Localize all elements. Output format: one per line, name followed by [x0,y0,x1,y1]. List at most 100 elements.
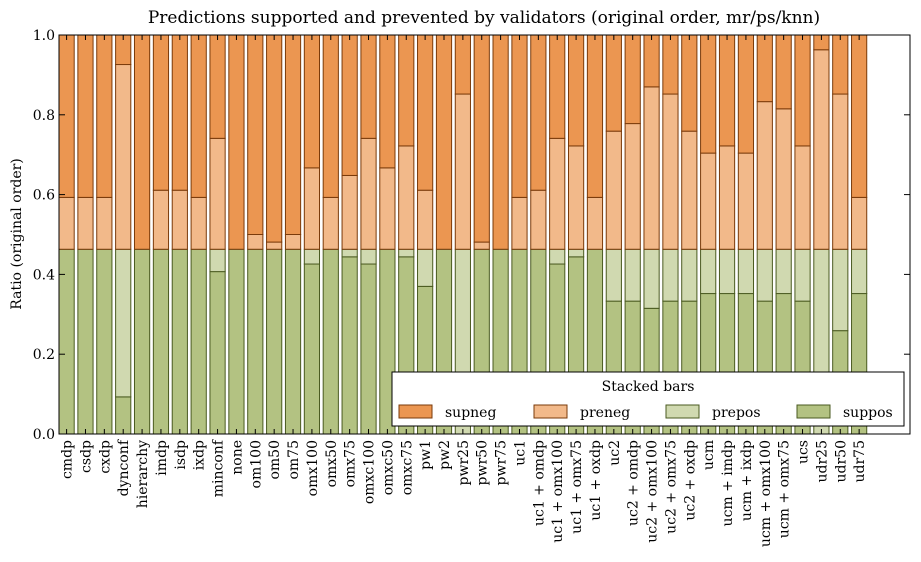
bar-segment-preneg [681,130,698,250]
x-tick-label: udr75 [852,440,868,483]
bar-segment-preneg [775,108,792,250]
bar-segment-prepos [775,248,792,295]
bar-stack [379,34,396,435]
x-tick-label: uc2 [607,440,623,466]
bar-segment-supneg [549,34,566,139]
bar-segment-preneg [247,234,264,250]
bar-segment-preneg [832,93,849,250]
x-tick-label: ucm + omx100 [758,440,774,547]
y-tick-label: 0.0 [33,427,55,443]
bar-segment-prepos [605,248,622,302]
bar-segment-preneg [700,152,717,250]
bar-segment-supneg [454,34,471,95]
bar-segment-prepos [643,248,660,309]
legend-swatch [533,404,568,419]
bar-segment-supneg [662,34,679,95]
legend-swatch [398,404,433,419]
bar-segment-supneg [851,34,868,198]
bar-stack [190,34,207,435]
bar-segment-supneg [473,34,490,243]
bar-segment-prepos [567,248,585,258]
bar-stack [58,34,75,435]
bar-stack [133,34,151,435]
x-tick-label: udr25 [814,440,830,483]
bar-segment-supneg [171,34,188,191]
legend-label: supneg [445,405,496,421]
bar-segment-preneg [322,196,339,250]
bar-segment-suppos [190,248,207,435]
bar-segment-preneg [624,123,641,250]
bar-segment-suppos [247,248,264,435]
bar-segment-supneg [624,34,641,125]
x-tick-label: dynconf [116,438,132,496]
bar-segment-preneg [605,130,622,250]
bar-segment-preneg [794,145,811,250]
legend-title: Stacked bars [602,379,695,395]
bar-segment-preneg [303,167,321,250]
bar-segment-supneg [775,34,792,110]
bar-segment-supneg [266,34,283,243]
x-tick-label: isdp [173,440,189,470]
x-tick-label: omxc50 [380,440,396,495]
bar-segment-preneg [379,167,396,250]
bar-segment-preneg [96,196,113,250]
y-tick-label: 1.0 [33,28,55,44]
bar-segment-suppos [77,248,94,435]
x-tick-label: ucm [701,440,717,470]
y-tick-label: 0.6 [33,188,55,204]
bars-group [58,34,868,435]
bar-stack [96,34,113,435]
bar-segment-prepos [756,248,773,302]
y-tick-label: 0.4 [33,267,55,283]
bar-stack [247,34,264,435]
x-tick-label: omx50 [324,440,340,487]
y-axis-label: Ratio (original order) [9,158,25,310]
x-tick-label: omx75 [343,440,359,487]
x-tick-label: cxdp [97,440,113,474]
bar-segment-supneg [284,34,302,235]
plot-frame [58,34,911,435]
legend-entry-prepos: prepos [665,404,761,421]
x-tick-label: imdp [154,440,170,476]
bar-stack [360,34,377,435]
bar-segment-preneg [209,137,226,250]
x-tick-label: omxc75 [399,440,415,495]
x-tick-label: ucm + ixdp [739,440,755,521]
bar-segment-preneg [398,145,415,250]
x-tick-label: ucs [796,440,812,464]
bar-segment-preneg [662,93,679,250]
x-tick-label: pw1 [418,440,434,470]
bar-segment-prepos [360,248,377,265]
bar-segment-preneg [756,101,773,250]
bar-segment-suppos [341,256,358,435]
bar-segment-suppos [209,271,226,435]
bar-segment-supneg [303,34,321,169]
bar-segment-prepos [700,248,717,295]
bar-stack [341,34,358,435]
bar-stack [322,34,339,435]
bar-segment-supneg [832,34,849,95]
bar-segment-prepos [832,248,849,332]
bar-segment-supneg [511,34,528,198]
legend-entry-supneg: supneg [398,404,496,421]
x-tick-label: ixdp [192,440,208,470]
x-tick-label: pw2 [437,440,453,470]
bar-stack [171,34,188,435]
bar-segment-preneg [473,241,490,250]
legend-swatch [665,404,700,419]
bar-segment-preneg [643,86,660,250]
bar-segment-suppos [266,248,283,435]
bar-segment-supneg [247,34,264,235]
bar-segment-preneg [511,196,528,250]
bar-segment-supneg [398,34,415,147]
bar-stack [77,34,94,435]
bar-segment-preneg [737,152,755,250]
bar-segment-supneg [605,34,622,132]
x-tick-label: omx100 [305,440,321,496]
axes-group: cmdp csdp cxdp dynconf hierarchy imdp isdp ixdp… [33,28,911,547]
bar-segment-prepos [549,248,566,265]
bar-segment-suppos [228,248,245,435]
bar-segment-suppos [58,248,75,435]
bar-segment-prepos [624,248,641,302]
bar-stack [152,34,170,435]
